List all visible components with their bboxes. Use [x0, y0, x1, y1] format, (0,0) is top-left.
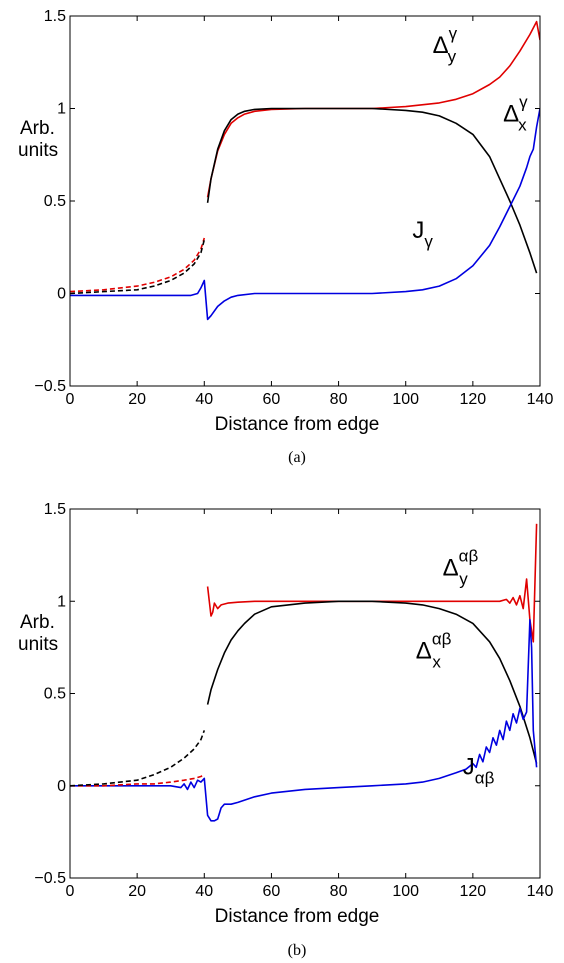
series-red-dashed-line	[70, 773, 205, 787]
panel-caption: (b)	[288, 942, 307, 959]
x-tick-label: 120	[460, 391, 487, 408]
y-tick-label: 1	[57, 593, 66, 610]
y-tick-label: 1	[57, 101, 66, 118]
series-red-dashed-line	[70, 237, 206, 293]
y-tick-label: 0	[57, 778, 66, 795]
series-black-line	[206, 107, 538, 274]
y-tick-label: 0.5	[44, 686, 66, 703]
x-tick-label: 60	[263, 391, 281, 408]
y-tick-label: 1.5	[44, 501, 66, 518]
x-tick-label: 100	[392, 883, 419, 900]
x-tick-label: 80	[330, 883, 348, 900]
y-axis-label-line2: units	[18, 634, 58, 655]
curve-annotation: Jγ	[412, 217, 433, 251]
curve-annotation: Δγ y	[433, 24, 458, 66]
x-tick-label: 80	[330, 391, 348, 408]
y-tick-label: −0.5	[34, 378, 66, 395]
panel-caption: (a)	[288, 449, 306, 466]
series-blue-line	[70, 108, 540, 321]
series-black-dashed-line	[70, 239, 206, 295]
y-axis-label-line1: Arb.	[20, 612, 55, 633]
curve-annotation: Δγ x	[503, 92, 528, 134]
plot-frame	[69, 15, 541, 387]
series-blue-line	[70, 618, 538, 822]
curve-annotation: Jαβ	[463, 754, 495, 788]
x-tick-label: 100	[392, 391, 419, 408]
series-red-line	[206, 523, 538, 643]
x-axis-label: Distance from edge	[215, 906, 380, 927]
x-tick-label: 60	[263, 883, 281, 900]
x-tick-label: 120	[460, 883, 487, 900]
x-tick-label: 20	[128, 883, 146, 900]
x-tick-label: 0	[66, 391, 75, 408]
x-tick-label: 140	[527, 391, 554, 408]
y-axis-label-line2: units	[18, 140, 58, 161]
y-axis-label-line1: Arb.	[20, 118, 55, 139]
x-axis-label: Distance from edge	[215, 414, 380, 435]
series-black-line	[206, 600, 538, 764]
x-tick-label: 40	[195, 883, 213, 900]
series-black-dashed-line	[70, 730, 206, 787]
y-tick-label: 0.5	[44, 193, 66, 210]
y-tick-label: 0	[57, 286, 66, 303]
x-tick-label: 0	[66, 883, 75, 900]
y-tick-label: 1.5	[44, 8, 66, 25]
x-tick-label: 40	[195, 391, 213, 408]
y-tick-label: −0.5	[34, 870, 66, 887]
x-tick-label: 140	[527, 883, 554, 900]
curve-annotation: Δαβ x	[416, 629, 452, 671]
x-tick-label: 20	[128, 391, 146, 408]
curve-annotation: Δαβ y	[443, 546, 479, 588]
